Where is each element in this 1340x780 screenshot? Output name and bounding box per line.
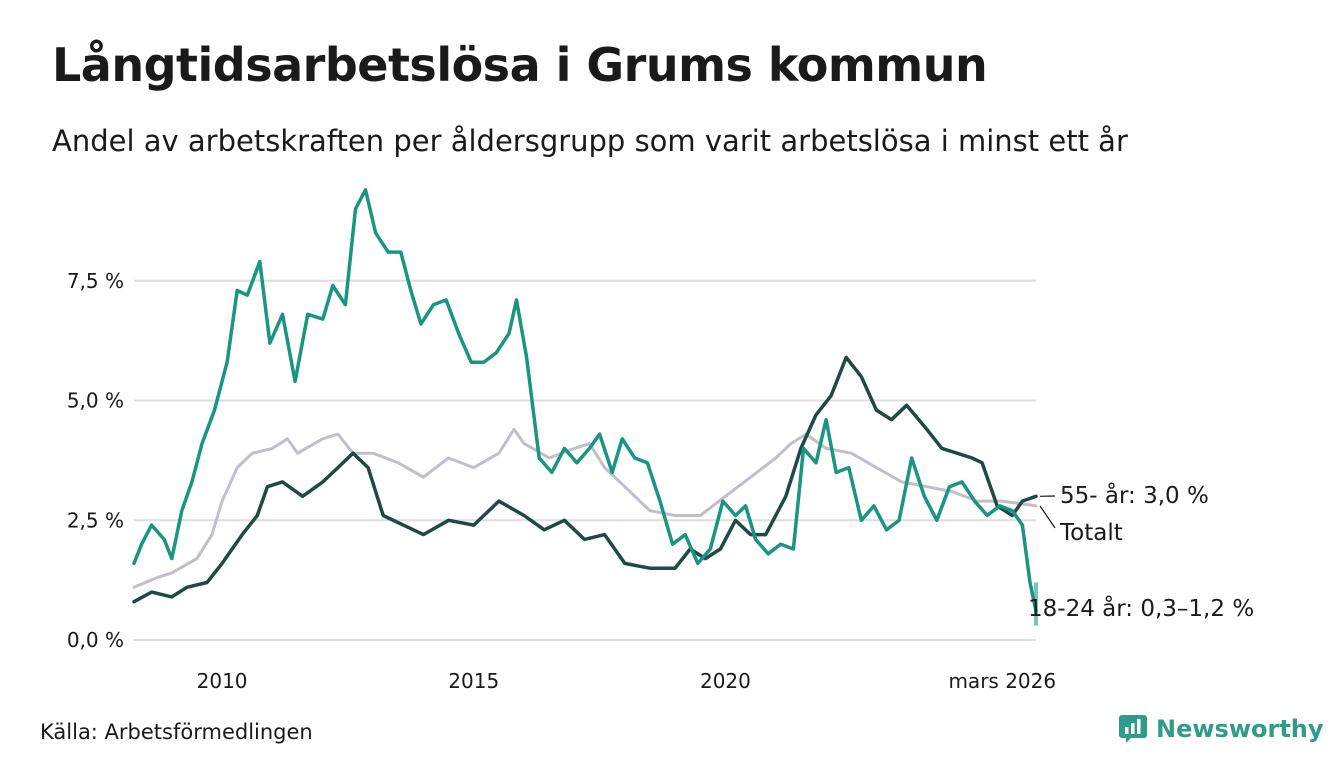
chart-title: Långtidsarbetslösa i Grums kommun	[52, 38, 988, 92]
source-note: Källa: Arbetsförmedlingen	[40, 720, 313, 744]
y-tick-label: 0,0 %	[67, 628, 124, 652]
senior-end-label: 55- år: 3,0 %	[1060, 481, 1209, 509]
series-line-senior	[132, 355, 1038, 604]
youth-end-label: 18-24 år: 0,3–1,2 %	[1028, 594, 1254, 622]
brand-logo: Newsworthy	[1118, 714, 1324, 744]
brand-name: Newsworthy	[1156, 715, 1324, 743]
x-tick-label: 2015	[448, 669, 499, 693]
line-chart: 0,0 % 2,5 % 5,0 % 7,5 % 2010 2015 2020 mars 202…	[67, 188, 1254, 693]
total-end-label: Totalt	[1059, 520, 1123, 546]
chart-subtitle: Andel av arbetskraften per åldersgrupp s…	[52, 124, 1128, 158]
x-tick-label: 2010	[197, 669, 248, 693]
y-tick-label: 2,5 %	[67, 508, 124, 532]
y-tick-label: 5,0 %	[67, 389, 124, 413]
x-tick-label: 2020	[700, 669, 751, 693]
y-tick-label: 7,5 %	[67, 269, 124, 293]
newsworthy-logo-icon	[1119, 715, 1147, 743]
x-tick-label: mars 2026	[948, 669, 1056, 693]
total-label-leader	[1039, 505, 1056, 529]
series-line-youth	[132, 188, 1038, 614]
